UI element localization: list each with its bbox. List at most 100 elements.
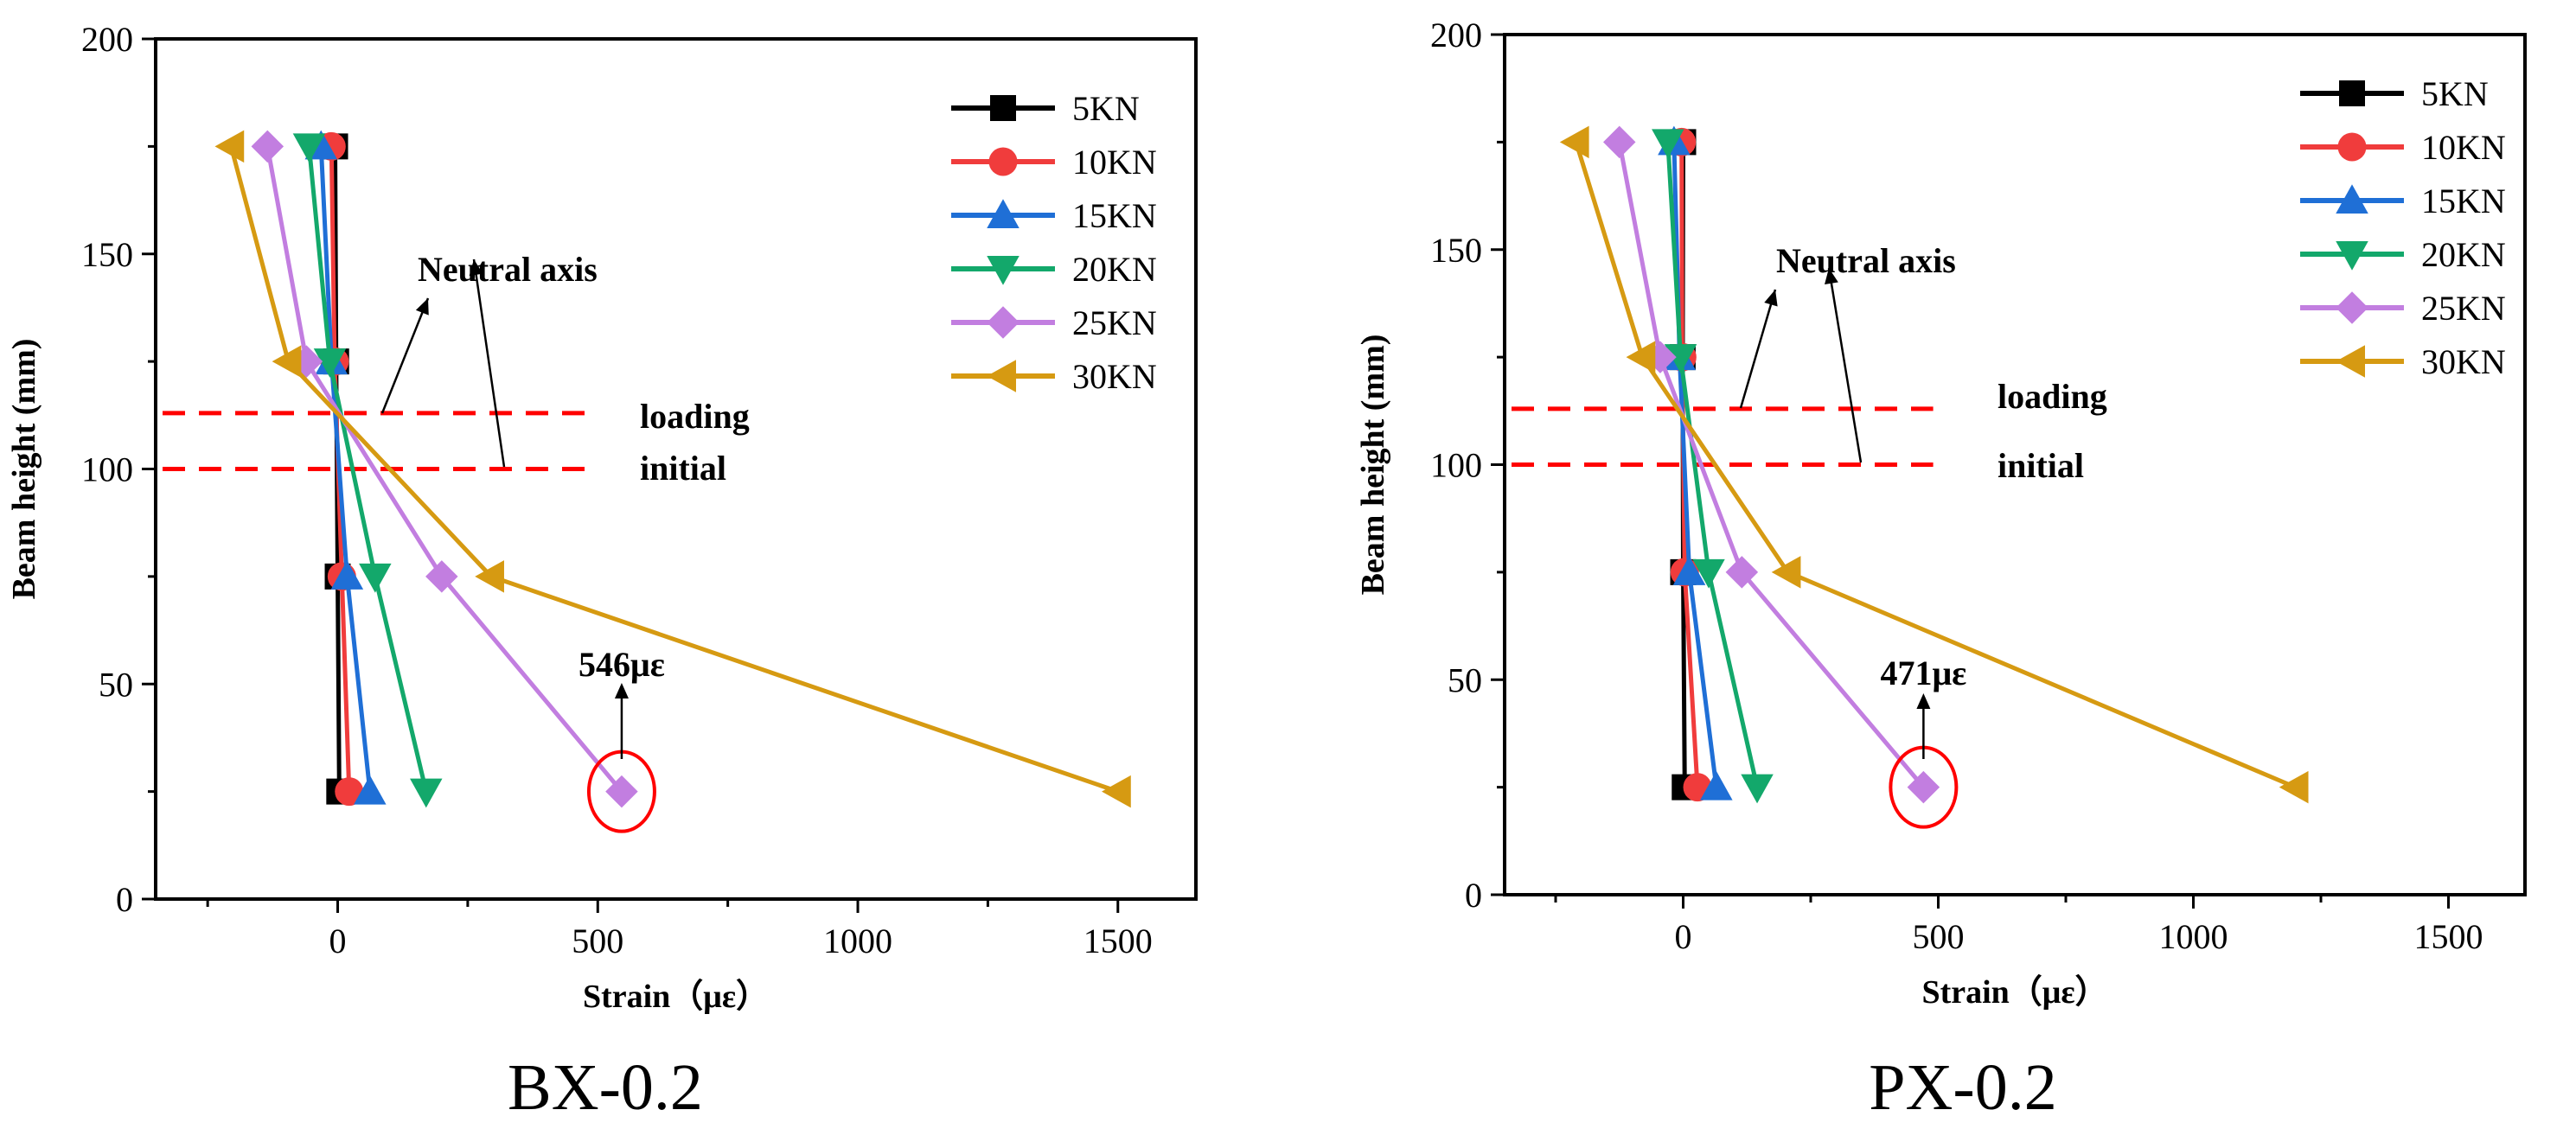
- legend-label-15KN: 15KN: [1072, 196, 1157, 235]
- data-point-30KN: [2279, 770, 2309, 804]
- x-tick-label: 0: [329, 922, 347, 960]
- series-line-25KN: [1617, 141, 1926, 789]
- data-point-20KN: [313, 348, 347, 378]
- y-tick-label: 150: [1430, 231, 1482, 270]
- legend-label-5KN: 5KN: [2421, 74, 2489, 113]
- x-axis-label: Strain（με）: [1921, 974, 2107, 1011]
- chart-px-0-2: 0 500 1000 1500 0 50 100 150 200 Strain（με） Beam h…: [1355, 16, 2527, 1124]
- legend-label-5KN: 5KN: [1072, 89, 1140, 128]
- series-line-30KN: [228, 145, 1119, 794]
- figure-caption: PX-0.2: [1869, 1051, 2056, 1124]
- chart-bx-0-2: 0 500 1000 1500 0 50 100 150 200 Strain（με） Beam h…: [6, 20, 1198, 1124]
- reference-label-initial: initial: [640, 449, 726, 488]
- data-point-25KN: [1725, 556, 1759, 589]
- y-tick-label: 0: [1465, 876, 1482, 915]
- legend-label-25KN: 25KN: [1072, 303, 1157, 342]
- data-point-30KN: [214, 130, 245, 163]
- legend-marker-5KN: [990, 95, 1016, 121]
- y-tick-label: 200: [1430, 16, 1482, 54]
- data-point-20KN: [1652, 129, 1684, 159]
- data-point-25KN: [251, 130, 284, 163]
- y-tick-label: 100: [1430, 446, 1482, 485]
- reference-label-loading: loading: [640, 397, 750, 436]
- legend-marker-20KN: [2336, 241, 2368, 271]
- neutral-axis-label: Neutral axis: [418, 250, 598, 289]
- legend-marker-15KN: [2336, 184, 2368, 214]
- data-point-30KN: [1102, 775, 1131, 808]
- legend-marker-30KN: [987, 360, 1016, 392]
- legend-marker-10KN: [988, 147, 1018, 176]
- x-tick-label: 1500: [2414, 917, 2483, 956]
- data-point-25KN: [425, 560, 458, 593]
- neutral-axis-label: Neutral axis: [1776, 241, 1956, 280]
- data-point-30KN: [475, 560, 504, 593]
- data-point-25KN: [1603, 125, 1636, 159]
- neutral-axis-arrowhead: [1825, 268, 1838, 285]
- y-tick-label: 50: [99, 665, 133, 704]
- legend-marker-10KN: [2337, 132, 2367, 162]
- data-point-25KN: [1907, 770, 1940, 804]
- data-point-20KN: [292, 133, 326, 163]
- y-tick-label: 150: [81, 235, 133, 274]
- peak-strain-label: 471με: [1881, 654, 1967, 692]
- x-tick-label: 500: [1913, 917, 1965, 956]
- legend-label-30KN: 30KN: [2421, 342, 2506, 381]
- y-tick-label: 0: [116, 880, 133, 919]
- data-point-20KN: [359, 563, 392, 593]
- reference-label-initial: initial: [1998, 446, 2084, 485]
- series-line-15KN: [318, 146, 373, 792]
- figure-caption: BX-0.2: [508, 1051, 703, 1124]
- series-line-20KN: [306, 146, 429, 793]
- legend-label-10KN: 10KN: [1072, 143, 1157, 182]
- data-point-15KN: [1672, 556, 1706, 585]
- x-tick-label: 500: [572, 922, 623, 960]
- neutral-axis-arrow: [472, 258, 506, 468]
- y-tick-label: 200: [81, 20, 133, 59]
- legend-label-20KN: 20KN: [2421, 235, 2506, 274]
- neutral-axis-arrow: [1827, 267, 1863, 463]
- x-axis-label: Strain（με）: [583, 979, 769, 1015]
- x-tick-label: 1000: [823, 922, 892, 960]
- data-point-25KN: [605, 775, 638, 808]
- y-axis-label: Beam height (mm): [1355, 335, 1391, 596]
- legend-marker-30KN: [2336, 345, 2365, 378]
- legend-label-15KN: 15KN: [2421, 182, 2506, 220]
- data-point-30KN: [1771, 556, 1801, 589]
- peak-arrowhead: [614, 683, 629, 698]
- data-point-20KN: [1741, 774, 1774, 804]
- legend-label-25KN: 25KN: [2421, 289, 2506, 328]
- x-tick-label: 1000: [2159, 917, 2228, 956]
- data-point-20KN: [1692, 558, 1725, 589]
- legend-label-10KN: 10KN: [2421, 128, 2506, 167]
- series-line-20KN: [1665, 142, 1760, 788]
- data-point-15KN: [1700, 770, 1733, 801]
- legend-label-20KN: 20KN: [1072, 250, 1157, 289]
- peak-arrowhead: [1916, 693, 1931, 709]
- data-point-30KN: [1559, 125, 1589, 159]
- peak-strain-label: 546με: [578, 645, 665, 684]
- data-point-15KN: [354, 775, 387, 805]
- x-tick-label: 0: [1675, 917, 1692, 956]
- legend-marker-20KN: [987, 256, 1020, 285]
- neutral-axis-arrowhead: [469, 259, 483, 276]
- legend-marker-25KN: [2336, 291, 2368, 324]
- neutral-axis-arrowhead: [1764, 290, 1778, 307]
- data-point-20KN: [410, 778, 443, 808]
- legend-label-30KN: 30KN: [1072, 357, 1157, 396]
- series-line-15KN: [1672, 142, 1719, 788]
- y-axis-label: Beam height (mm): [6, 339, 42, 600]
- reference-label-loading: loading: [1998, 377, 2107, 416]
- data-point-10KN: [335, 777, 364, 807]
- legend-marker-15KN: [987, 199, 1020, 228]
- data-point-15KN: [330, 560, 364, 590]
- legend-marker-25KN: [987, 306, 1020, 339]
- series-line-30KN: [1574, 141, 2297, 789]
- neutral-axis-arrowhead: [415, 298, 429, 316]
- series-line-25KN: [265, 145, 623, 794]
- legend-marker-5KN: [2339, 80, 2365, 106]
- x-tick-label: 1500: [1083, 922, 1153, 960]
- data-point-20KN: [1664, 344, 1697, 373]
- y-tick-label: 100: [81, 450, 133, 489]
- data-point-30KN: [272, 345, 302, 378]
